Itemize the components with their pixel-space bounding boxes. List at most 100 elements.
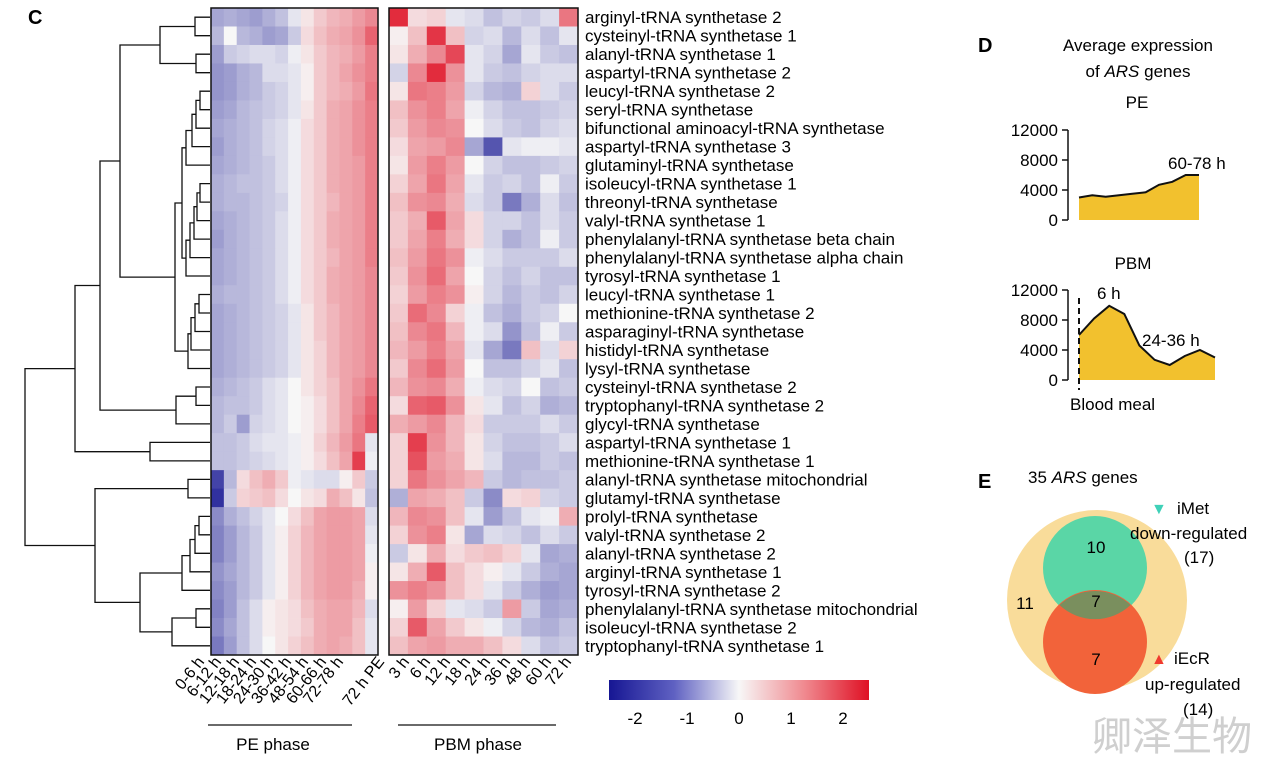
heatmap-cell <box>426 544 447 563</box>
heatmap-cell <box>339 488 353 508</box>
heatmap-cell <box>502 229 522 249</box>
heatmap-cell <box>540 26 560 46</box>
heatmap-cell <box>313 414 328 434</box>
heatmap-cell <box>262 26 276 46</box>
row-label: glutaminyl-tRNA synthetase <box>585 156 794 175</box>
colorbar-tick-label: 2 <box>838 709 847 728</box>
heatmap-cell <box>464 581 484 600</box>
heatmap-cell <box>502 396 522 416</box>
heatmap-cell <box>211 155 225 175</box>
heatmap-cell <box>426 266 447 286</box>
heatmap-cell <box>407 100 428 120</box>
heatmap-cell <box>540 340 560 360</box>
heatmap-cell <box>211 359 225 379</box>
heatmap-cell <box>262 581 276 600</box>
heatmap-cell <box>288 433 302 453</box>
heatmap-cell <box>275 118 289 138</box>
heatmap-cell <box>502 248 522 268</box>
heatmap-cell <box>389 285 409 305</box>
heatmap-cell <box>352 396 366 416</box>
heatmap-cell <box>211 340 225 360</box>
heatmap-cell <box>352 44 366 64</box>
heatmap-cell <box>288 544 302 563</box>
heatmap-cell <box>326 81 340 101</box>
heatmap-cell <box>211 396 225 416</box>
pe-phase-label: PE phase <box>236 735 310 754</box>
dendrogram <box>24 16 210 647</box>
heatmap-cell <box>262 322 276 342</box>
heatmap-cell <box>288 26 302 46</box>
heatmap-cell <box>389 266 409 286</box>
heatmap-cell <box>365 618 379 637</box>
heatmap-cell <box>365 266 379 286</box>
heatmap-cell <box>464 322 484 342</box>
heatmap-cell <box>223 544 238 563</box>
heatmap-cell <box>211 44 225 64</box>
heatmap-cell <box>426 44 447 64</box>
heatmap-cell <box>365 340 379 360</box>
heatmap-cell <box>313 377 328 397</box>
heatmap-cell <box>540 359 560 379</box>
heatmap-cell <box>288 581 302 600</box>
heatmap-cell <box>483 322 503 342</box>
heatmap-cell <box>249 525 263 545</box>
dendrogram-branch <box>149 441 210 462</box>
heatmap-cell <box>326 636 340 656</box>
heatmap-cell <box>407 118 428 138</box>
heatmap-cell <box>407 248 428 268</box>
heatmap-cell <box>300 507 315 526</box>
heatmap-cell <box>445 470 465 490</box>
heatmap-cell <box>483 100 503 120</box>
heatmap-cell <box>521 26 541 46</box>
heatmap-cell <box>275 377 289 397</box>
heatmap-cell <box>249 451 263 471</box>
heatmap-cell <box>389 248 409 268</box>
heatmap-cell <box>464 525 484 545</box>
heatmap-cell <box>540 322 560 342</box>
heatmap-cell <box>223 322 238 342</box>
heatmap-cell <box>352 636 366 656</box>
heatmap-cell <box>464 211 484 231</box>
heatmap-cell <box>464 229 484 249</box>
heatmap-cell <box>313 155 328 175</box>
heatmap-cell <box>426 8 447 27</box>
heatmap-cell <box>300 266 315 286</box>
area-fill <box>1079 175 1199 220</box>
heatmap-cell <box>249 285 263 305</box>
heatmap-cell <box>275 599 289 619</box>
heatmap-cell <box>502 266 522 286</box>
heatmap-cell <box>223 118 238 138</box>
heatmap-cell <box>540 174 560 194</box>
heatmap-cell <box>426 155 447 175</box>
heatmap-cell <box>211 507 225 526</box>
heatmap-cell <box>407 377 428 397</box>
heatmap-cell <box>483 433 503 453</box>
heatmap-cell <box>262 340 276 360</box>
heatmap-cell <box>236 118 250 138</box>
heatmap-cell <box>365 396 379 416</box>
row-label: aspartyl-tRNA synthetase 2 <box>585 64 791 83</box>
heatmap-cell <box>262 248 276 268</box>
heatmap-cell <box>365 137 379 157</box>
heatmap-cell <box>540 303 560 323</box>
heatmap-cell <box>275 137 289 157</box>
heatmap-cell <box>339 377 353 397</box>
heatmap-cell <box>559 377 579 397</box>
heatmap-cell <box>300 63 315 83</box>
heatmap-cell <box>236 322 250 342</box>
heatmap-cell <box>313 581 328 600</box>
heatmap-cell <box>236 507 250 526</box>
heatmap-cell <box>521 322 541 342</box>
row-label: tyrosyl-tRNA synthetase 2 <box>585 581 781 600</box>
heatmap-cell <box>313 488 328 508</box>
heatmap-cell <box>426 581 447 600</box>
heatmap-cell <box>236 63 250 83</box>
heatmap-cell <box>223 63 238 83</box>
heatmap-cell <box>326 618 340 637</box>
heatmap-cell <box>275 451 289 471</box>
heatmap-cell <box>483 229 503 249</box>
heatmap-cell <box>540 470 560 490</box>
heatmap-cell <box>249 359 263 379</box>
heatmap-cell <box>521 340 541 360</box>
row-label: arginyl-tRNA synthetase 1 <box>585 563 782 582</box>
